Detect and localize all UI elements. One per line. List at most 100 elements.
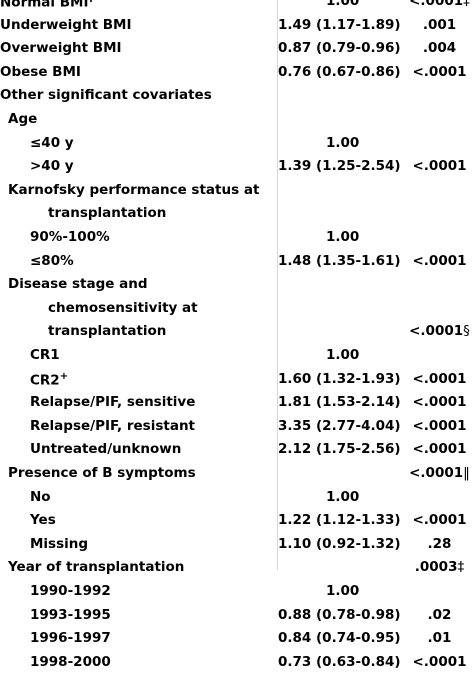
row-label-text: chemosensitivity at [48, 299, 198, 316]
row-label: CR2+ [30, 371, 68, 389]
p-value-text: <.0001 [412, 441, 467, 458]
p-value: <.0001 [405, 418, 474, 434]
table-row: Disease stage and [0, 274, 474, 298]
hazard-ratio: 0.87 (0.79-0.96) [278, 40, 401, 57]
p-value: <.0001‡ [405, 0, 474, 9]
table-row: Underweight BMI 1.49 (1.17-1.89) .001 [0, 15, 474, 39]
row-label: Obese BMI [0, 64, 81, 80]
p-value: <.0001 [405, 441, 474, 457]
hazard-ratio: 2.12 (1.75-2.56) [278, 441, 401, 458]
p-value: <.0001 [405, 394, 474, 410]
table-row: 1998-2000 0.73 (0.63-0.84) <.0001 [0, 652, 474, 676]
p-value-text: <.0001 [412, 252, 467, 269]
hazard-ratio: 1.00 [326, 134, 360, 151]
p-value-text: <.0001 [409, 323, 464, 340]
row-label-text: transplantation [48, 205, 167, 222]
row-label: Yes [30, 512, 56, 528]
hazard-ratio: 1.48 (1.35-1.61) [278, 252, 401, 269]
p-value-text: <.0001 [412, 158, 467, 175]
row-label: Untreated/unknown [30, 441, 181, 457]
row-label-text: ≤40 y [30, 134, 74, 151]
table-row: Obese BMI 0.76 (0.67-0.86) <.0001 [0, 62, 474, 86]
row-label-text: No [30, 488, 51, 505]
row-label-text: Presence of B symptoms [8, 465, 196, 481]
p-value: .001 [405, 17, 474, 33]
hazard-ratio: 1.10 (0.92-1.32) [278, 535, 401, 552]
row-label-text: Other significant covariates [0, 87, 212, 104]
table-row: Untreated/unknown 2.12 (1.75-2.56) <.0001 [0, 439, 474, 463]
hazard-ratio: 0.76 (0.67-0.86) [278, 63, 401, 80]
hazard-ratio: 0.84 (0.74-0.95) [278, 630, 401, 647]
row-label: Age [8, 111, 37, 127]
table-row: Age [0, 109, 474, 133]
p-value-text: .001 [422, 16, 457, 33]
row-label-text: 1990-1992 [30, 583, 111, 599]
p-value-text: <.0001 [409, 465, 464, 481]
p-value: .0003‡ [405, 559, 474, 575]
p-value-text: .01 [427, 630, 452, 647]
table-row: transplantation [0, 203, 474, 227]
row-label: transplantation [48, 205, 166, 221]
row-label: 1998-2000 [30, 654, 111, 670]
footnote-mark: † [88, 0, 93, 4]
p-value: .28 [405, 536, 474, 552]
table-row: >40 y 1.39 (1.25-2.54) <.0001 [0, 156, 474, 180]
table-row: Karnofsky performance status at [0, 180, 474, 204]
row-label: >40 y [30, 158, 74, 174]
row-label: Overweight BMI [0, 40, 122, 56]
row-label: ≤40 y [30, 135, 74, 151]
row-label: Relapse/PIF, resistant [30, 418, 195, 434]
row-label-text: CR2 [30, 372, 60, 389]
p-value: .004 [405, 40, 474, 56]
p-value-text: .0003 [414, 559, 458, 576]
hazard-ratio: 1.81 (1.53-2.14) [278, 394, 401, 411]
row-label-text: Overweight BMI [0, 40, 122, 57]
row-label-text: Underweight BMI [0, 16, 132, 33]
p-footnote-mark: § [463, 323, 470, 340]
p-value-text: .28 [427, 535, 452, 552]
p-value: <.0001§ [405, 323, 474, 339]
row-label: Presence of B symptoms [8, 465, 196, 481]
p-value-text: .02 [427, 606, 452, 623]
row-label-text: Relapse/PIF, sensitive [30, 394, 196, 411]
hazard-ratio: 1.49 (1.17-1.89) [278, 16, 401, 33]
row-label: Year of transplantation [8, 559, 184, 575]
table-row: Overweight BMI 0.87 (0.79-0.96) .004 [0, 38, 474, 62]
p-footnote-mark: ‡ [463, 0, 470, 9]
row-label: Underweight BMI [0, 17, 131, 33]
table-row: transplantation <.0001§ [0, 321, 474, 345]
row-label: transplantation [48, 323, 166, 339]
table-row: 90%-100% 1.00 [0, 227, 474, 251]
p-value: <.0001 [405, 253, 474, 269]
table-row: ≤40 y 1.00 [0, 133, 474, 157]
row-label-text: Missing [30, 535, 89, 552]
row-label-text: Year of transplantation [8, 559, 185, 576]
row-label-text: >40 y [30, 158, 74, 175]
row-label-text: Obese BMI [0, 63, 81, 80]
p-value: <.0001‖ [405, 465, 474, 481]
p-footnote-mark: ‖ [463, 465, 470, 481]
table-row: 1993-1995 0.88 (0.78-0.98) .02 [0, 605, 474, 629]
row-label-text: 1996-1997 [30, 630, 111, 647]
row-label-text: 90%-100% [30, 229, 110, 245]
row-label-text: ≤80% [30, 252, 74, 269]
p-value-text: .004 [422, 40, 457, 57]
hazard-ratio: 0.73 (0.63-0.84) [278, 653, 401, 670]
table-row: 1990-1992 1.00 [0, 581, 474, 605]
p-value: <.0001 [405, 512, 474, 528]
p-value-text: <.0001 [412, 653, 467, 670]
row-label-text: Age [8, 111, 38, 127]
hazard-ratio: 0.88 (0.78-0.98) [278, 606, 401, 623]
p-value: <.0001 [405, 64, 474, 80]
table-row: CR2+ 1.60 (1.32-1.93) <.0001 [0, 369, 474, 393]
row-label-text: CR1 [30, 347, 60, 363]
table-row: Presence of B symptoms <.0001‖ [0, 463, 474, 487]
table-row: Missing 1.10 (0.92-1.32) .28 [0, 534, 474, 558]
row-label: 1993-1995 [30, 607, 111, 623]
row-label: Missing [30, 536, 88, 552]
p-value: <.0001 [405, 158, 474, 174]
footnote-mark: + [59, 370, 69, 382]
table-row: ≤80% 1.48 (1.35-1.61) <.0001 [0, 251, 474, 275]
row-label: CR1 [30, 347, 60, 363]
table-row: No 1.00 [0, 487, 474, 511]
